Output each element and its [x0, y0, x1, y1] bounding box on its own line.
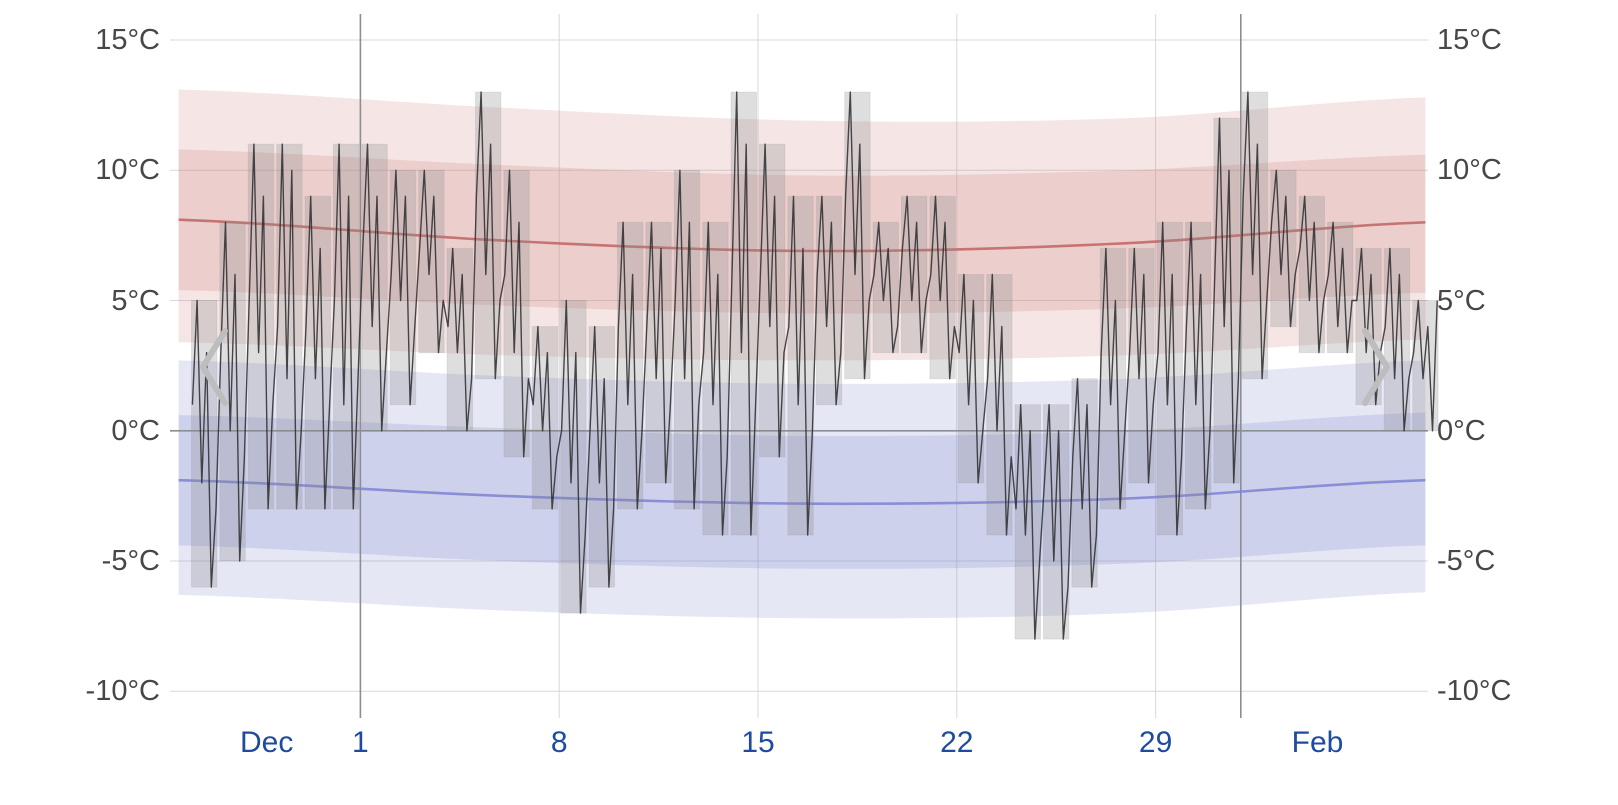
climate-low-band-outer: [178, 360, 1426, 619]
climate-high-band-inner: [178, 149, 1426, 314]
chevron-right-icon: [1362, 328, 1390, 406]
climate-low-band-inner: [178, 412, 1426, 569]
y-axis-label-right: 5°C: [1437, 284, 1486, 317]
daily-range-bar: [1043, 404, 1070, 640]
y-axis-label-right: 10°C: [1437, 154, 1502, 187]
y-axis-label-left: 5°C: [111, 284, 160, 317]
x-axis-label: 15: [741, 726, 775, 759]
daily-range-bar: [957, 274, 985, 484]
next-period-button[interactable]: [1350, 324, 1398, 410]
x-axis-label: Feb: [1291, 726, 1344, 759]
daily-range-bar: [503, 169, 530, 458]
y-axis-label-left: 0°C: [111, 414, 160, 447]
x-axis-label: Dec: [240, 726, 294, 759]
y-axis-label-right: -10°C: [1437, 675, 1512, 708]
daily-range-bar: [1213, 117, 1240, 484]
daily-range-bar: [361, 143, 388, 432]
y-axis-label-left: 10°C: [95, 154, 160, 187]
y-axis-label-left: -5°C: [101, 545, 160, 577]
daily-range-bar: [1298, 195, 1325, 354]
x-axis-label: 1: [352, 726, 369, 759]
observed-temperature-line: [191, 91, 1438, 640]
y-axis-label-right: -5°C: [1437, 545, 1496, 577]
climate-low-mean-line: [178, 478, 1426, 506]
daily-range-bar: [1270, 169, 1297, 328]
x-axis-label: 22: [940, 726, 974, 759]
y-axis-label-left: -10°C: [85, 675, 160, 708]
daily-range-bar: [901, 195, 928, 354]
y-axis-label-left: 15°C: [95, 24, 160, 56]
y-axis-label-right: 0°C: [1437, 414, 1486, 447]
prev-period-button[interactable]: [192, 324, 240, 410]
chevron-left-icon: [200, 328, 228, 406]
daily-range-bar: [475, 91, 502, 380]
x-axis-label: 29: [1138, 726, 1173, 759]
y-axis-label-right: 15°C: [1437, 24, 1502, 56]
x-axis-label: 8: [550, 726, 568, 759]
